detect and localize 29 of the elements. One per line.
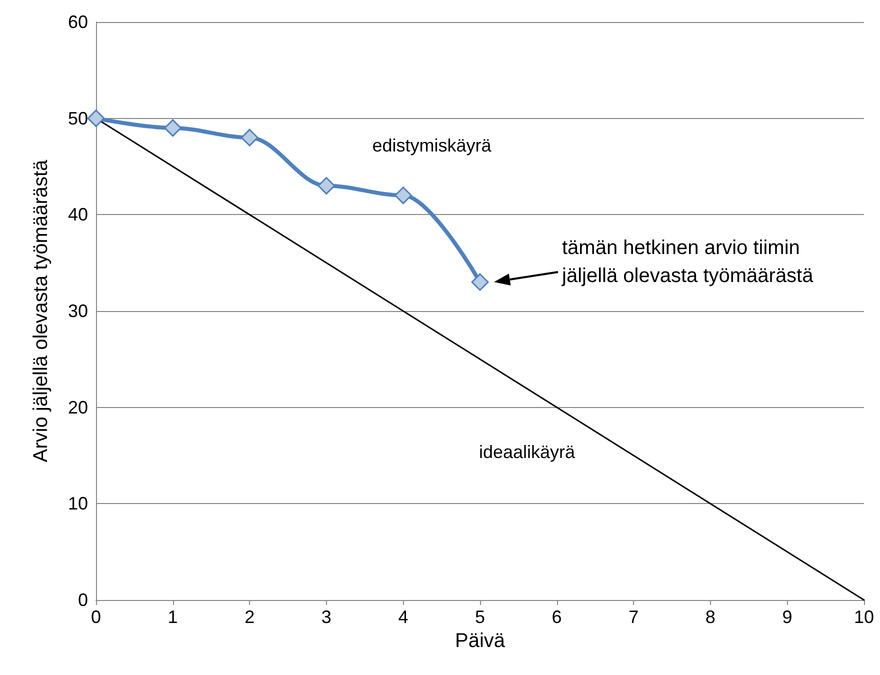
series-label: ideaalikäyrä (478, 442, 576, 462)
x-tick-label: 6 (552, 607, 562, 627)
series-label: edistymiskäyrä (372, 136, 492, 156)
x-tick-label: 5 (474, 607, 486, 627)
x-tick-label: 0 (90, 607, 102, 627)
point (318, 177, 336, 195)
point (394, 186, 412, 204)
point (164, 119, 182, 137)
y-axis-title: Arvio jäljellä olevasta työmäärästä (30, 158, 52, 462)
y-tick-label: 40 (68, 204, 88, 225)
y-tick-label: 30 (68, 301, 88, 321)
x-tick-label: 7 (628, 607, 639, 627)
y-tick-label: 20 (68, 397, 88, 418)
annotation: tämän hetkinen arvio tiimin jäljellä olevasta työmäärästä (561, 237, 814, 288)
point (240, 128, 258, 146)
y-tick-label: 0 (78, 590, 88, 610)
x-axis-title: Päivä (454, 630, 506, 652)
y-tick-label: 50 (68, 108, 88, 128)
x-tick-label: 9 (782, 607, 792, 627)
x-tick-label: 2 (244, 607, 255, 627)
x-tick-label: 1 (168, 607, 178, 627)
x-tick-label: 3 (321, 607, 332, 627)
point (471, 273, 489, 291)
point (87, 110, 105, 128)
x-tick-label: 8 (705, 607, 716, 627)
y-tick-label: 60 (68, 12, 88, 32)
x-tick-label: 4 (398, 607, 408, 627)
y-tick-label: 10 (68, 494, 88, 514)
x-tick-label: 10 (854, 607, 874, 627)
